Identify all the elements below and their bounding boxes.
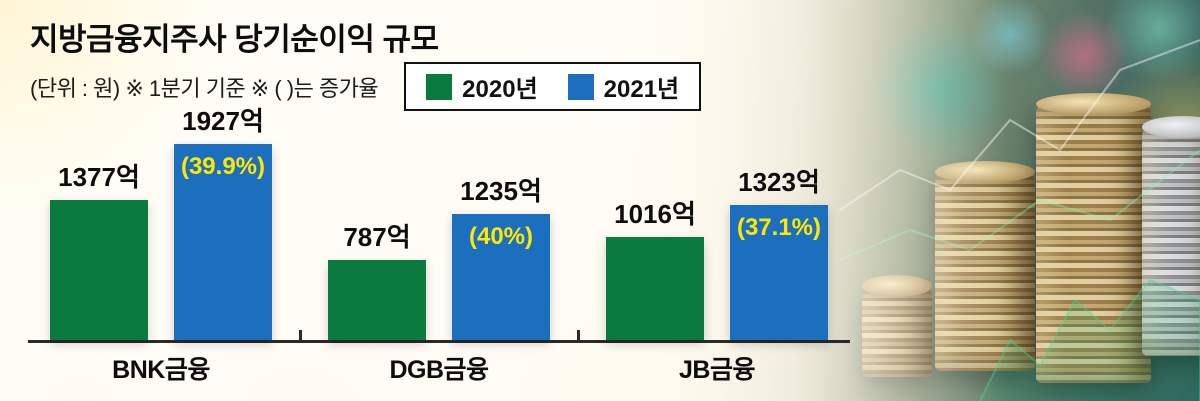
- page-title: 지방금융지주사 당기순이익 규모: [30, 22, 439, 57]
- chart-subtitle: (단위 : 원) ※ 1분기 기준 ※ ( )는 증가율: [30, 75, 379, 101]
- category-labels: BNK금융 DGB금융 JB금융: [28, 350, 828, 386]
- growth-label: (40%): [468, 223, 534, 250]
- bar-group: 787억 1235억 (40%): [328, 171, 550, 340]
- category-gap: [550, 350, 606, 386]
- bar-column: 1016억: [606, 194, 704, 340]
- category-label: JB금융: [679, 356, 755, 384]
- bar-group: 1016억 1323억 (37.1%): [606, 162, 828, 340]
- bar-column: 1323억 (37.1%): [730, 162, 828, 340]
- bar-value-label: 1377억: [58, 162, 140, 192]
- bar-column: 1235억 (40%): [452, 171, 550, 340]
- legend-item: 2021년: [567, 69, 680, 104]
- bar-group: 1377억 1927억 (39.9%): [50, 101, 272, 340]
- bar-2020년: [328, 260, 426, 340]
- axis-tick: [272, 105, 328, 340]
- legend-label: 2020년: [462, 76, 538, 103]
- legend-item: 2020년: [426, 69, 538, 104]
- bar-plot: 1377억 1927억 (39.9%) 787억 1235억 (40%) 1016억 1323…: [28, 105, 850, 343]
- subtitle-row: (단위 : 원) ※ 1분기 기준 ※ ( )는 증가율 2020년 2021년: [30, 62, 702, 111]
- bar-value-label: 1323억: [738, 167, 820, 197]
- axis-tick: [550, 105, 606, 340]
- bar-2020년: [50, 200, 148, 340]
- bar-value-label: 1235억: [460, 176, 542, 206]
- legend: 2020년 2021년: [404, 62, 702, 111]
- bar-column: 1377억: [50, 157, 148, 340]
- category-label: BNK금융: [112, 356, 210, 384]
- bar-2021년: (37.1%): [730, 205, 828, 340]
- bar-column: 787억: [328, 217, 426, 340]
- bar-value-label: 787억: [343, 222, 411, 252]
- legend-label: 2021년: [603, 76, 680, 103]
- category-gap: [272, 350, 328, 386]
- bar-column: 1927억 (39.9%): [174, 101, 272, 340]
- bar-2021년: (39.9%): [174, 144, 272, 340]
- bar-value-label: 1016억: [614, 199, 696, 229]
- legend-swatch: [426, 73, 453, 100]
- growth-label: (37.1%): [736, 214, 822, 241]
- bar-2020년: [606, 237, 704, 340]
- category-label: DGB금융: [389, 356, 489, 384]
- growth-label: (39.9%): [180, 153, 266, 180]
- bar-2021년: (40%): [452, 214, 550, 340]
- legend-swatch: [567, 73, 594, 100]
- bar-value-label: 1927억: [182, 106, 264, 136]
